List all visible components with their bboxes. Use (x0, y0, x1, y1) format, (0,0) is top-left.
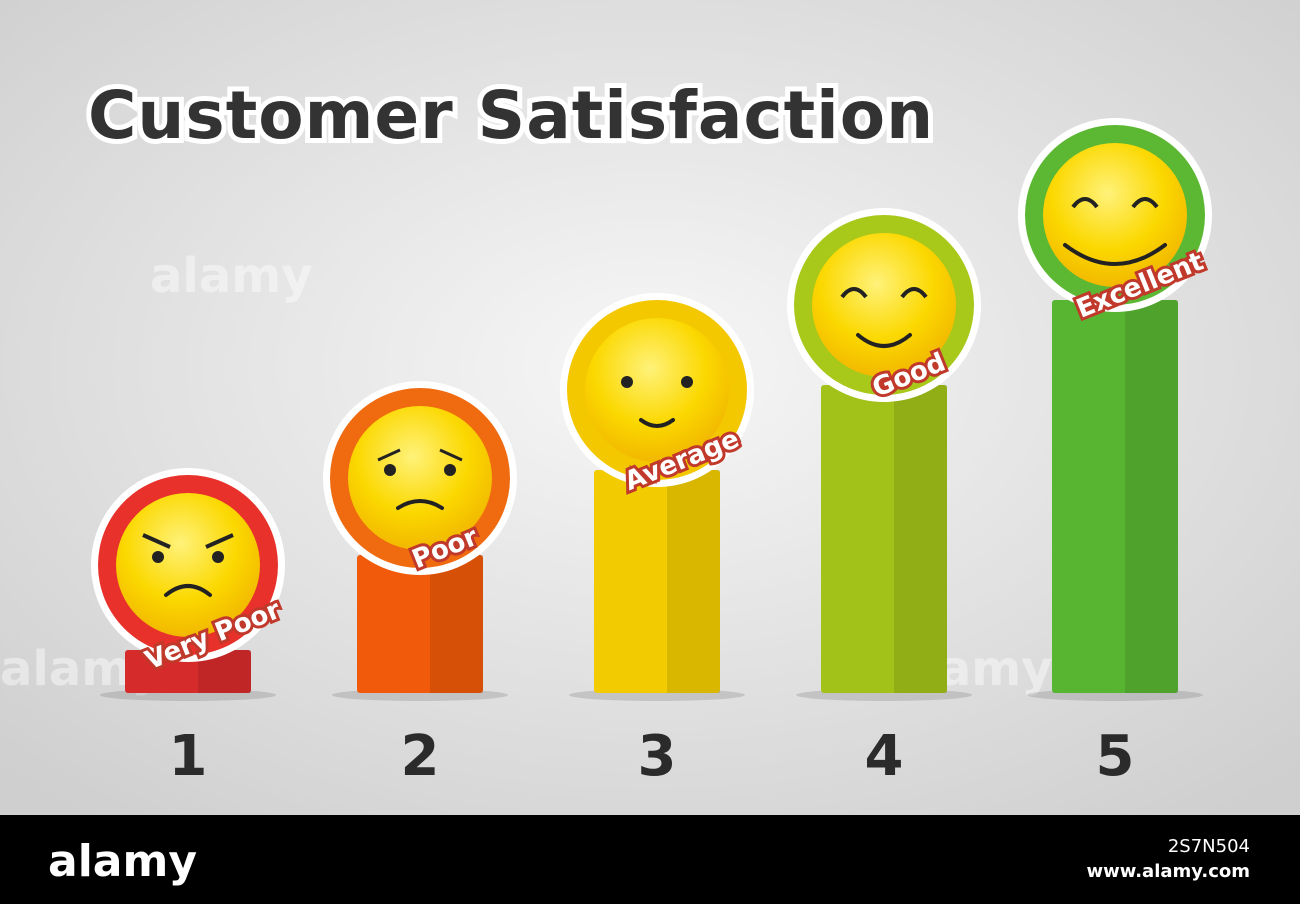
eye (444, 464, 456, 476)
face (1043, 143, 1187, 287)
bar (821, 385, 947, 693)
bar (357, 555, 483, 693)
mouth (164, 584, 212, 597)
watermark: alamy (150, 248, 313, 304)
eye (212, 551, 224, 563)
mouth (639, 418, 675, 428)
eye (1071, 197, 1099, 209)
title: Customer Satisfaction (88, 77, 934, 154)
eye (1131, 197, 1159, 209)
eye (384, 464, 396, 476)
bar (594, 470, 720, 693)
brow (377, 448, 401, 462)
brow (205, 533, 234, 549)
eye (840, 287, 868, 299)
footer-brand: alamy (48, 836, 197, 887)
bar (1052, 300, 1178, 693)
bar-shade (667, 470, 720, 693)
eye (621, 376, 633, 388)
footer-bar (0, 815, 1300, 904)
brow (439, 448, 463, 462)
eye (152, 551, 164, 563)
brow (142, 533, 171, 549)
bar-shade (1125, 300, 1178, 693)
image-id: 2S7N504 (1168, 836, 1250, 857)
footer-url: www.alamy.com (1086, 861, 1250, 882)
level-number: 5 (1096, 724, 1135, 789)
face (585, 318, 729, 462)
mouth (1063, 243, 1167, 266)
face (812, 233, 956, 377)
bar (125, 650, 251, 693)
mouth (396, 499, 444, 510)
level-number: 1 (169, 724, 208, 789)
eye (900, 287, 928, 299)
bar-shade (430, 555, 483, 693)
face (348, 406, 492, 550)
face (116, 493, 260, 637)
eye (681, 376, 693, 388)
mouth (856, 333, 912, 348)
bar-shade (894, 385, 947, 693)
level-number: 2 (401, 724, 440, 789)
level-number: 3 (638, 724, 677, 789)
level-number: 4 (865, 724, 904, 789)
